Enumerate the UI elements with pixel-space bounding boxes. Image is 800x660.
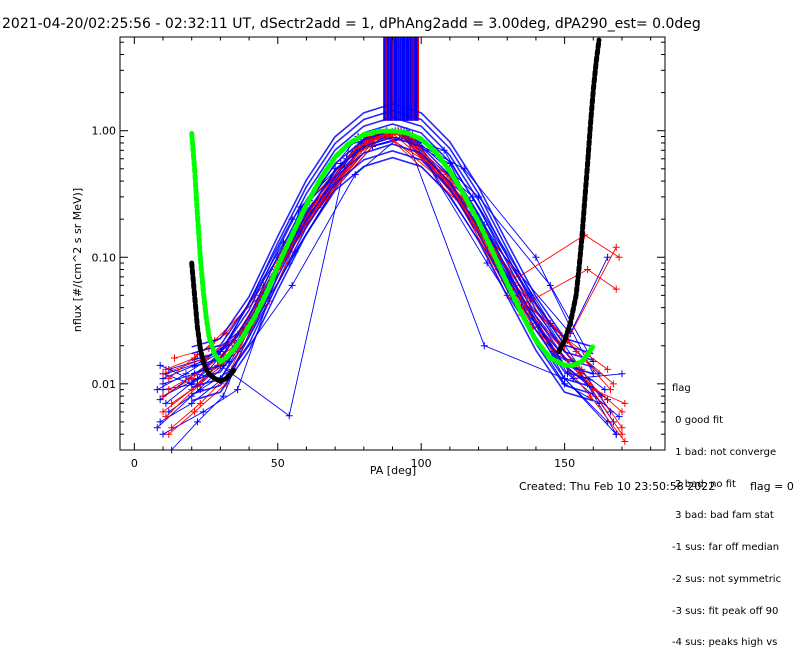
data-line-blue: [162, 134, 600, 404]
legend-item: 1 bad: not converge: [672, 446, 777, 458]
data-marker: [219, 392, 227, 400]
data-marker: [288, 281, 296, 289]
data-marker: [156, 361, 164, 369]
data-line-blue: [171, 130, 611, 451]
chart-title: 2021-04-20/02:25:56 - 02:32:11 UT, dSect…: [2, 16, 701, 32]
data-marker: [546, 281, 554, 289]
data-marker: [159, 408, 167, 416]
data-marker: [165, 375, 173, 383]
data-marker: [165, 386, 173, 394]
fit-curve-black: [556, 37, 602, 354]
data-marker: [621, 438, 629, 446]
band-line: [191, 123, 594, 368]
flag-status: flag = 0: [750, 480, 794, 493]
data-marker: [607, 386, 614, 394]
created-timestamp: Created: Thu Feb 10 23:50:58 2022: [519, 480, 716, 493]
data-marker: [285, 412, 293, 420]
data-line-blue: [168, 130, 614, 423]
legend-item: -3 sus: fit peak off 90: [672, 605, 779, 617]
data-line-red: [171, 132, 623, 435]
data-marker: [153, 424, 161, 432]
fit-curve-black: [189, 260, 238, 384]
y-tick-label: 0.10: [92, 251, 117, 264]
data-marker: [188, 399, 196, 407]
fit-curves: [189, 37, 602, 384]
data-marker: [171, 354, 178, 362]
band-line: [191, 156, 594, 402]
data-line-red: [162, 132, 614, 385]
data-marker: [159, 392, 167, 400]
data-marker: [165, 430, 173, 438]
y-tick-label: 0.01: [92, 378, 117, 391]
band-line: [191, 102, 594, 348]
legend-item: -4 sus: peaks high vs: [672, 637, 778, 649]
x-tick-label: 0: [131, 457, 138, 470]
data-line-red: [165, 131, 623, 428]
plot-area: 0 50 100 150 0.01 0.10 1.00 PA [deg] nflux [#/…: [71, 36, 666, 477]
x-axis-label: PA [deg]: [370, 464, 416, 477]
legend-item: -1 sus: far off median: [672, 542, 780, 554]
data-marker: [156, 418, 164, 426]
data-marker: [196, 399, 204, 407]
data-marker: [618, 408, 626, 416]
data-marker: [162, 413, 170, 421]
data-marker: [609, 380, 617, 388]
tick-labels: 0 50 100 150 0.01 0.10 1.00: [92, 125, 576, 470]
data-marker: [615, 253, 623, 261]
data-marker: [604, 365, 612, 373]
data-marker: [615, 413, 623, 421]
data-marker: [618, 424, 626, 432]
x-tick-label: 100: [411, 457, 432, 470]
band-line: [191, 109, 594, 355]
data-marker: [618, 370, 626, 378]
y-tick-label: 1.00: [92, 125, 117, 138]
data-marker: [191, 408, 199, 416]
data-marker: [193, 418, 201, 426]
legend-item: 3 bad: bad fam stat: [672, 510, 774, 522]
x-tick-label: 150: [554, 457, 575, 470]
data-marker: [156, 396, 164, 404]
fit-curve-green: [189, 128, 596, 368]
legend-item: -2 sus: not symmetric: [672, 573, 782, 585]
y-axis-label: nflux [#/(cm^2 s sr MeV)]: [71, 188, 84, 332]
data-marker: [168, 399, 176, 407]
vertical-spikes: [383, 37, 420, 121]
legend-heading: flag: [672, 383, 691, 395]
data-marker: [621, 399, 629, 407]
data-marker: [612, 285, 620, 293]
data-marker: [480, 342, 488, 350]
flag-legend: flag 0 good fit 1 bad: not converge 2 ba…: [672, 363, 781, 660]
data-marker: [199, 408, 207, 416]
data-lines: [153, 102, 629, 454]
axes: [119, 36, 666, 451]
data-marker: [159, 370, 167, 378]
band-line: [191, 116, 594, 362]
data-marker: [162, 365, 170, 373]
data-marker: [234, 386, 242, 394]
data-marker: [188, 375, 196, 383]
legend-item: 2 bad: no fit: [672, 478, 736, 490]
x-tick-label: 50: [271, 457, 285, 470]
data-marker: [532, 253, 540, 261]
band-line: [191, 150, 594, 395]
data-marker: [168, 424, 176, 432]
data-marker: [584, 266, 592, 274]
data-marker: [604, 253, 612, 261]
data-line-red: [168, 133, 626, 442]
band-line: [191, 143, 594, 388]
legend-item: 0 good fit: [672, 414, 724, 426]
data-marker: [612, 243, 620, 251]
